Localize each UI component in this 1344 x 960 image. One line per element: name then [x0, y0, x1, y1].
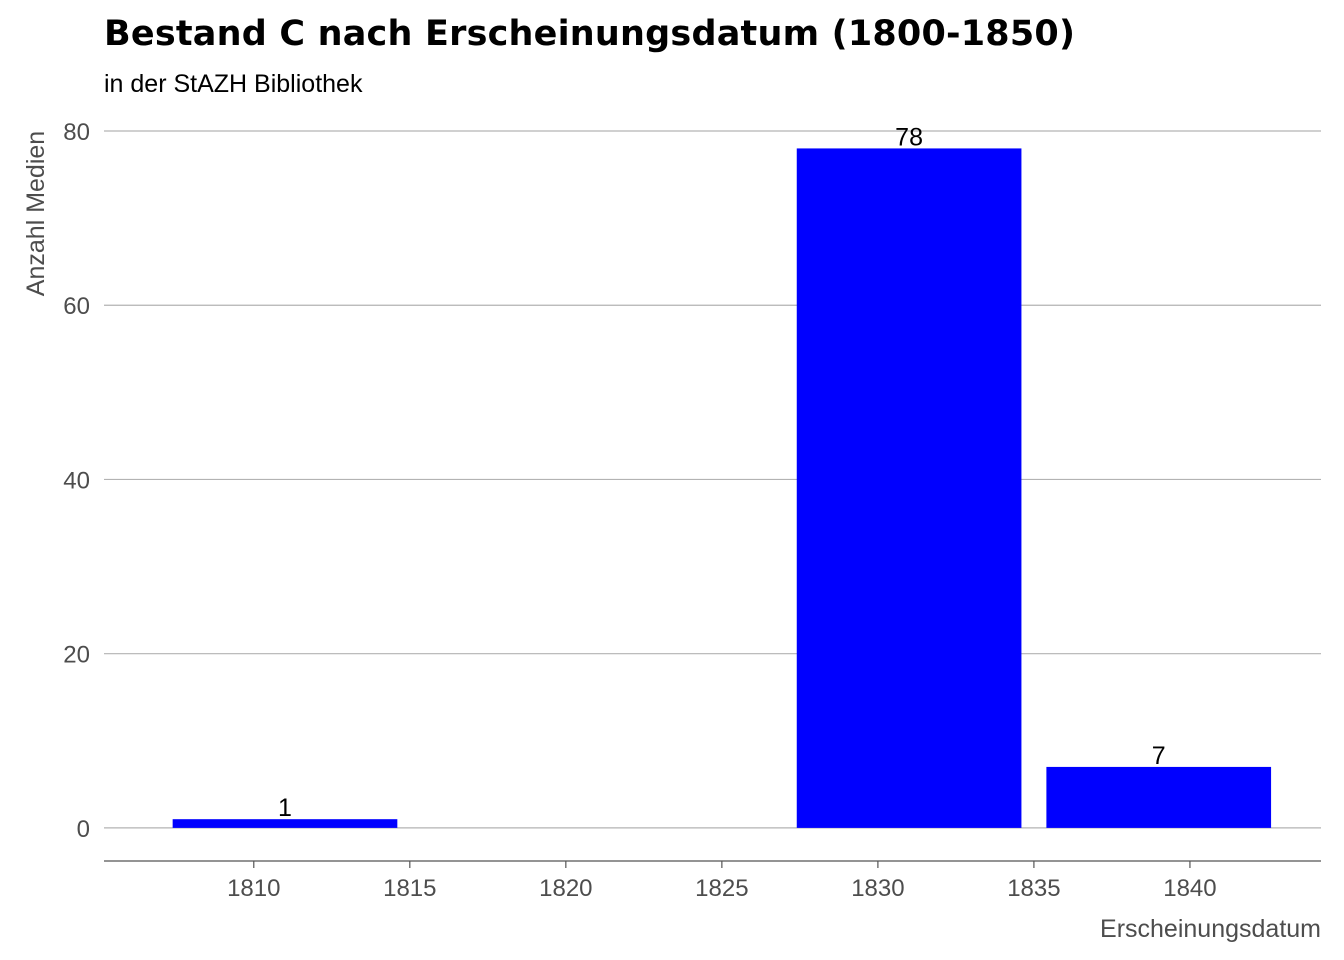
x-tick-label: 1830 [851, 875, 904, 902]
x-tick-label: 1840 [1163, 875, 1216, 902]
x-axis-title: Erscheinungsdatum [1100, 915, 1321, 943]
bar-value-label: 78 [895, 123, 923, 151]
chart-subtitle: in der StAZH Bibliothek [104, 70, 363, 98]
bar [172, 819, 398, 828]
y-tick-label: 60 [63, 293, 90, 320]
y-axis-ticks: 0 20 40 60 80 [63, 119, 90, 843]
y-tick-label: 0 [77, 816, 90, 843]
bars [172, 148, 1272, 828]
y-tick-label: 40 [63, 467, 90, 494]
x-tick-label: 1835 [1007, 875, 1060, 902]
grid-lines [104, 130, 1321, 829]
chart-title: Bestand C nach Erscheinungsdatum (1800-1… [104, 14, 1076, 54]
bar [1046, 766, 1272, 828]
bar-value-label: 1 [278, 794, 292, 822]
x-tick-label: 1825 [695, 875, 748, 902]
bar [796, 148, 1022, 828]
bar-value-label: 7 [1152, 742, 1166, 770]
x-tick-label: 1820 [539, 875, 592, 902]
y-tick-label: 20 [63, 642, 90, 669]
x-tick-label: 1815 [383, 875, 436, 902]
x-tick-label: 1810 [227, 875, 280, 902]
y-tick-label: 80 [63, 119, 90, 146]
x-axis-ticks: 1810 1815 1820 1825 1830 1835 1840 [227, 861, 1217, 902]
y-axis-title: Anzahl Medien [22, 131, 50, 296]
